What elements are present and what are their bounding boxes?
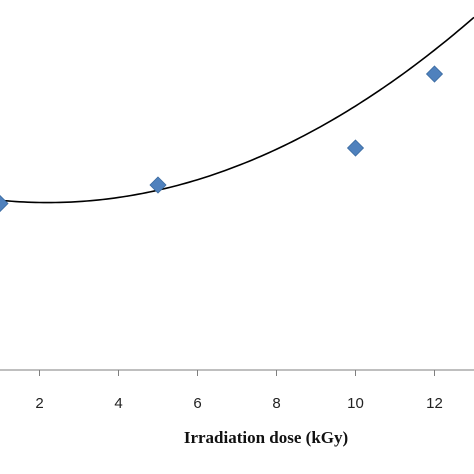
x-axis-ticks: 2 4 6 8 10 12: [35, 370, 443, 412]
trendline: [0, 16, 474, 204]
x-axis-title: Irradiation dose (kGy): [184, 428, 348, 447]
data-points: [0, 65, 444, 213]
x-tick-label: 6: [193, 395, 201, 412]
trendline-layer: [0, 16, 474, 204]
data-point-diamond: [149, 176, 167, 194]
data-point-diamond: [0, 194, 9, 213]
x-tick-label: 4: [114, 395, 122, 412]
x-tick-label: 8: [272, 395, 280, 412]
data-point-diamond: [346, 139, 365, 157]
data-point-diamond: [425, 65, 444, 83]
x-tick-label: 10: [347, 395, 364, 412]
x-tick-label: 2: [35, 395, 43, 412]
x-tick-label: 12: [426, 395, 443, 412]
